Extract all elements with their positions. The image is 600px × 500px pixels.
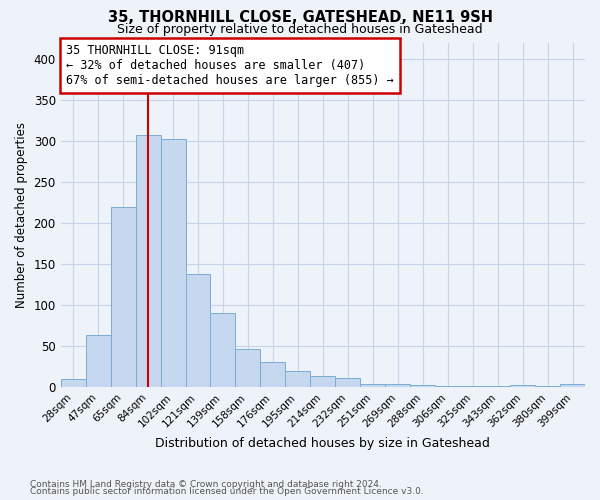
X-axis label: Distribution of detached houses by size in Gateshead: Distribution of detached houses by size … <box>155 437 490 450</box>
Bar <box>211 313 235 387</box>
Bar <box>185 274 211 387</box>
Text: Contains HM Land Registry data © Crown copyright and database right 2024.: Contains HM Land Registry data © Crown c… <box>30 480 382 489</box>
Text: Contains public sector information licensed under the Open Government Licence v3: Contains public sector information licen… <box>30 487 424 496</box>
Bar <box>410 386 435 387</box>
Bar <box>435 386 460 387</box>
Bar <box>61 378 86 387</box>
Bar <box>260 362 286 387</box>
Bar <box>535 386 560 387</box>
Bar <box>485 386 510 387</box>
Bar <box>510 386 535 387</box>
Bar <box>335 378 360 387</box>
Bar <box>385 384 410 387</box>
Text: 35 THORNHILL CLOSE: 91sqm
← 32% of detached houses are smaller (407)
67% of semi: 35 THORNHILL CLOSE: 91sqm ← 32% of detac… <box>66 44 394 87</box>
Y-axis label: Number of detached properties: Number of detached properties <box>15 122 28 308</box>
Bar <box>360 384 385 387</box>
Bar <box>136 135 161 387</box>
Bar <box>310 376 335 387</box>
Text: 35, THORNHILL CLOSE, GATESHEAD, NE11 9SH: 35, THORNHILL CLOSE, GATESHEAD, NE11 9SH <box>107 10 493 25</box>
Text: Size of property relative to detached houses in Gateshead: Size of property relative to detached ho… <box>117 22 483 36</box>
Bar <box>110 206 136 387</box>
Bar <box>286 370 310 387</box>
Bar <box>235 349 260 387</box>
Bar <box>560 384 585 387</box>
Bar <box>86 336 110 387</box>
Bar <box>161 140 185 387</box>
Bar <box>460 386 485 387</box>
